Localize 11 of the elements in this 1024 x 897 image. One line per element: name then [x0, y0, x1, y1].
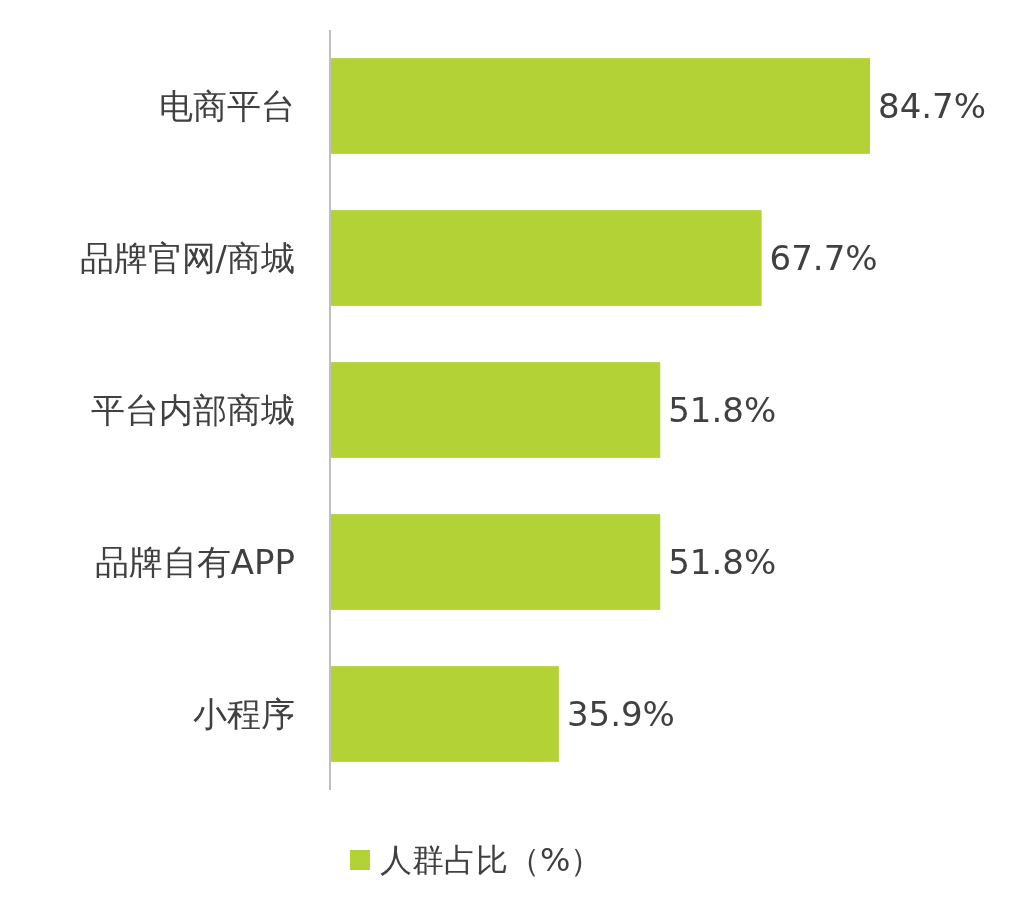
y-tick-label: 小程序: [193, 694, 295, 734]
data-label: 84.7%: [878, 86, 987, 126]
data-label: 67.7%: [769, 238, 878, 278]
y-tick-label: 品牌自有APP: [94, 542, 295, 582]
y-tick-label: 品牌官网/商城: [79, 238, 295, 278]
data-label: 35.9%: [566, 694, 675, 734]
data-label: 51.8%: [668, 542, 777, 582]
data-label: 51.8%: [668, 390, 777, 430]
y-tick-label: 平台内部商城: [91, 390, 295, 430]
legend-label: 人群占比（%）: [380, 841, 603, 879]
y-tick-label: 电商平台: [159, 86, 295, 126]
